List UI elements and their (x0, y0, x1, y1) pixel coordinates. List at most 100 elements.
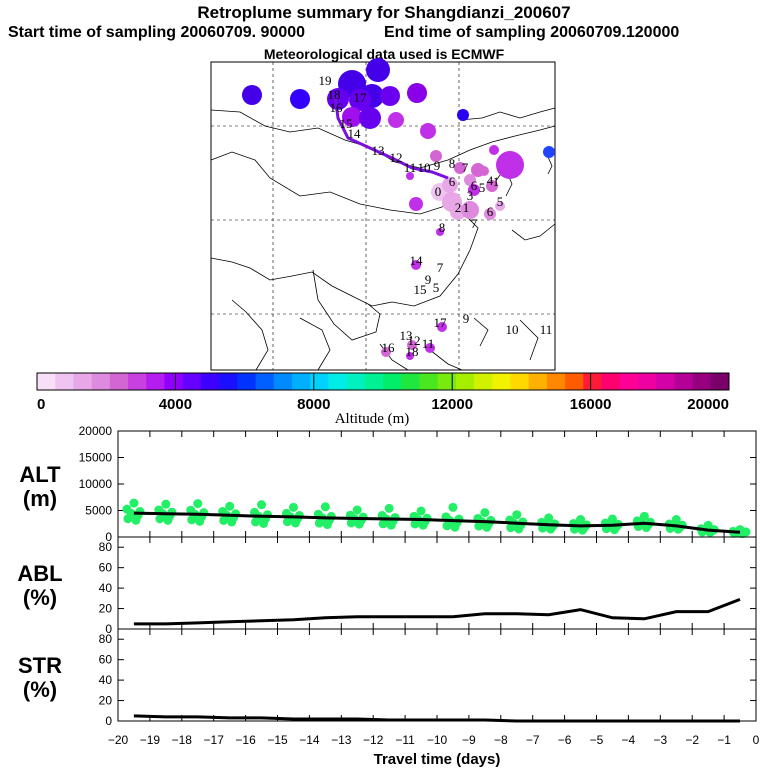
y-tick-label: 20 (99, 694, 113, 708)
plume-label: 14 (348, 126, 362, 141)
plume-circle (454, 162, 466, 174)
y-tick-label: 0 (105, 530, 112, 544)
x-tick-label: 0 (753, 733, 760, 747)
alt-point (480, 508, 490, 518)
str-line (133, 714, 740, 723)
colorbar-segment (619, 373, 639, 390)
y-axis-unit: (%) (23, 585, 57, 610)
colorbar-segment (310, 373, 329, 390)
plume-circle (349, 89, 371, 111)
plume-circle (489, 145, 499, 155)
x-tick-label: −3 (653, 733, 667, 747)
alt-point (410, 519, 420, 529)
x-tick-label: −10 (427, 733, 448, 747)
plume-circle (457, 109, 469, 121)
plume-circle (407, 340, 417, 350)
x-tick-label: −5 (590, 733, 604, 747)
plume-label: 5 (479, 180, 486, 195)
alt-point (129, 498, 139, 508)
plume-circle (409, 197, 423, 211)
plume-circle (407, 83, 427, 103)
alt-point (386, 520, 396, 530)
colorbar-segment (255, 373, 275, 390)
alt-point (384, 503, 394, 513)
y-tick-label: 60 (99, 653, 113, 667)
y-tick-label: 40 (99, 581, 113, 595)
plume-label: 8 (449, 156, 456, 171)
colorbar-segment (710, 373, 730, 390)
plume-label: 18 (406, 344, 419, 359)
colorbar-segment (583, 373, 603, 390)
y-tick-label: 5000 (85, 504, 112, 518)
plume-label: 0 (435, 184, 442, 199)
alt-point (506, 523, 516, 533)
plume-circle (366, 58, 390, 82)
plume-label: 10 (418, 160, 431, 175)
plume-label: 19 (319, 73, 332, 88)
plume-label: 1 (463, 200, 470, 215)
alt-point (155, 514, 165, 524)
plume-circle (486, 180, 498, 192)
x-tick-label: −13 (331, 733, 352, 747)
x-tick-label: −6 (558, 733, 572, 747)
alt-point (314, 518, 324, 528)
plume-circle (484, 208, 496, 220)
plume-circle (437, 322, 447, 332)
alt-point (259, 518, 269, 528)
plume-label: 5 (497, 194, 504, 209)
plume-label: 7 (471, 216, 478, 231)
alt-point (416, 506, 426, 516)
plume-label: 4 (487, 173, 494, 188)
plume-circle (495, 201, 505, 211)
x-tick-label: −12 (363, 733, 384, 747)
plume-circle (359, 107, 381, 129)
colorbar-segment (474, 373, 493, 390)
colorbar-segment (73, 373, 93, 390)
alt-point (225, 501, 235, 511)
colorbar-segment (601, 373, 621, 390)
x-tick-label: −8 (494, 733, 508, 747)
x-tick-label: −19 (140, 733, 161, 747)
alt-point (161, 499, 171, 509)
alt-point (512, 510, 522, 520)
colorbar-tick-label: 8000 (297, 396, 330, 413)
altitude-colorbar (36, 372, 730, 391)
plume-label: 15 (340, 116, 353, 131)
x-tick-label: −11 (395, 733, 415, 747)
x-axis-label: Travel time (days) (374, 751, 501, 768)
colorbar-segment (128, 373, 147, 390)
plume-circle (342, 107, 362, 127)
plume-label: 7 (462, 160, 469, 175)
colorbar-segment (182, 373, 202, 390)
plume-label: 9 (434, 158, 441, 173)
y-tick-label: 20000 (79, 424, 113, 438)
y-axis-unit: (m) (23, 486, 57, 511)
colorbar-segment (364, 373, 384, 390)
colorbar-segment (164, 373, 184, 390)
plume-label: 9 (425, 272, 432, 287)
alt-point (378, 519, 388, 529)
colorbar-segment (146, 373, 165, 390)
x-tick-label: −9 (462, 733, 476, 747)
colorbar-segment (528, 373, 548, 390)
colorbar-segment (510, 373, 530, 390)
alt-point (288, 502, 298, 512)
colorbar-label: Altitude (m) (335, 411, 410, 427)
alt-point (544, 513, 554, 523)
x-tick-label: −7 (526, 733, 540, 747)
plume-label: 17 (434, 315, 448, 330)
colorbar-segment (109, 373, 129, 390)
x-tick-label: −16 (235, 733, 256, 747)
y-tick-label: 0 (105, 622, 112, 636)
colorbar-tick-label: 4000 (159, 396, 192, 413)
plume-circle (420, 123, 436, 139)
alt-point (641, 523, 651, 533)
abl-line (133, 597, 741, 626)
alt-point (123, 514, 133, 524)
plume-circle (327, 88, 349, 110)
y-tick-label: 10000 (79, 477, 113, 491)
alt-point (193, 499, 203, 509)
plume-label: 2 (455, 200, 462, 215)
plume-label: 11 (422, 336, 435, 351)
